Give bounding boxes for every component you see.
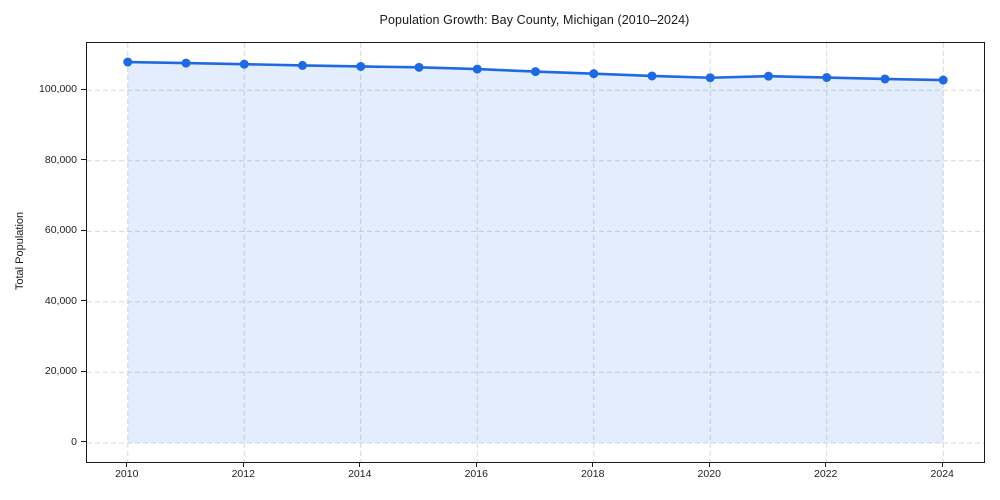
chart-title: Population Growth: Bay County, Michigan … (379, 13, 690, 27)
x-tick-mark (126, 462, 128, 467)
x-tick-label: 2012 (231, 468, 255, 480)
y-tick-label: 20,000 (44, 365, 77, 378)
plot-area (86, 42, 985, 463)
data-point-marker (763, 71, 773, 81)
data-point-marker (239, 59, 249, 69)
x-tick-mark (592, 462, 594, 467)
data-point-marker (531, 67, 540, 77)
y-tick-mark (81, 159, 86, 161)
data-point-marker (589, 69, 599, 79)
x-tick-label: 2016 (464, 468, 488, 480)
y-tick-label: 40,000 (44, 294, 77, 307)
y-tick-mark (81, 441, 86, 443)
x-tick-label: 2024 (930, 468, 954, 480)
x-tick-mark (359, 462, 361, 467)
data-point-marker (356, 61, 366, 71)
y-tick-mark (81, 229, 86, 231)
x-tick-mark (242, 462, 244, 467)
y-tick-label: 0 (71, 435, 77, 448)
area-fill (127, 62, 944, 443)
data-point-marker (472, 64, 482, 74)
data-point-marker (880, 74, 890, 84)
data-point-marker (181, 58, 191, 68)
plot-svg (87, 43, 984, 462)
data-point-marker (822, 73, 832, 83)
x-tick-label: 2022 (814, 468, 838, 480)
y-tick-mark (81, 300, 86, 302)
data-point-marker (123, 57, 133, 67)
data-point-marker (705, 73, 715, 83)
y-tick-mark (81, 370, 86, 372)
x-tick-label: 2014 (348, 468, 372, 480)
x-tick-mark (825, 462, 827, 467)
y-tick-label: 80,000 (44, 153, 77, 166)
data-point-marker (647, 71, 657, 81)
x-tick-label: 2020 (697, 468, 721, 480)
x-tick-mark (708, 462, 710, 467)
x-tick-mark (941, 462, 943, 467)
x-tick-mark (475, 462, 477, 467)
data-point-marker (298, 60, 308, 70)
data-point-marker (938, 75, 948, 85)
y-tick-label: 60,000 (44, 224, 77, 237)
y-tick-mark (81, 88, 86, 90)
x-tick-label: 2010 (115, 468, 139, 480)
data-point-marker (414, 62, 424, 72)
y-tick-label: 100,000 (39, 83, 77, 96)
x-tick-label: 2018 (581, 468, 605, 480)
